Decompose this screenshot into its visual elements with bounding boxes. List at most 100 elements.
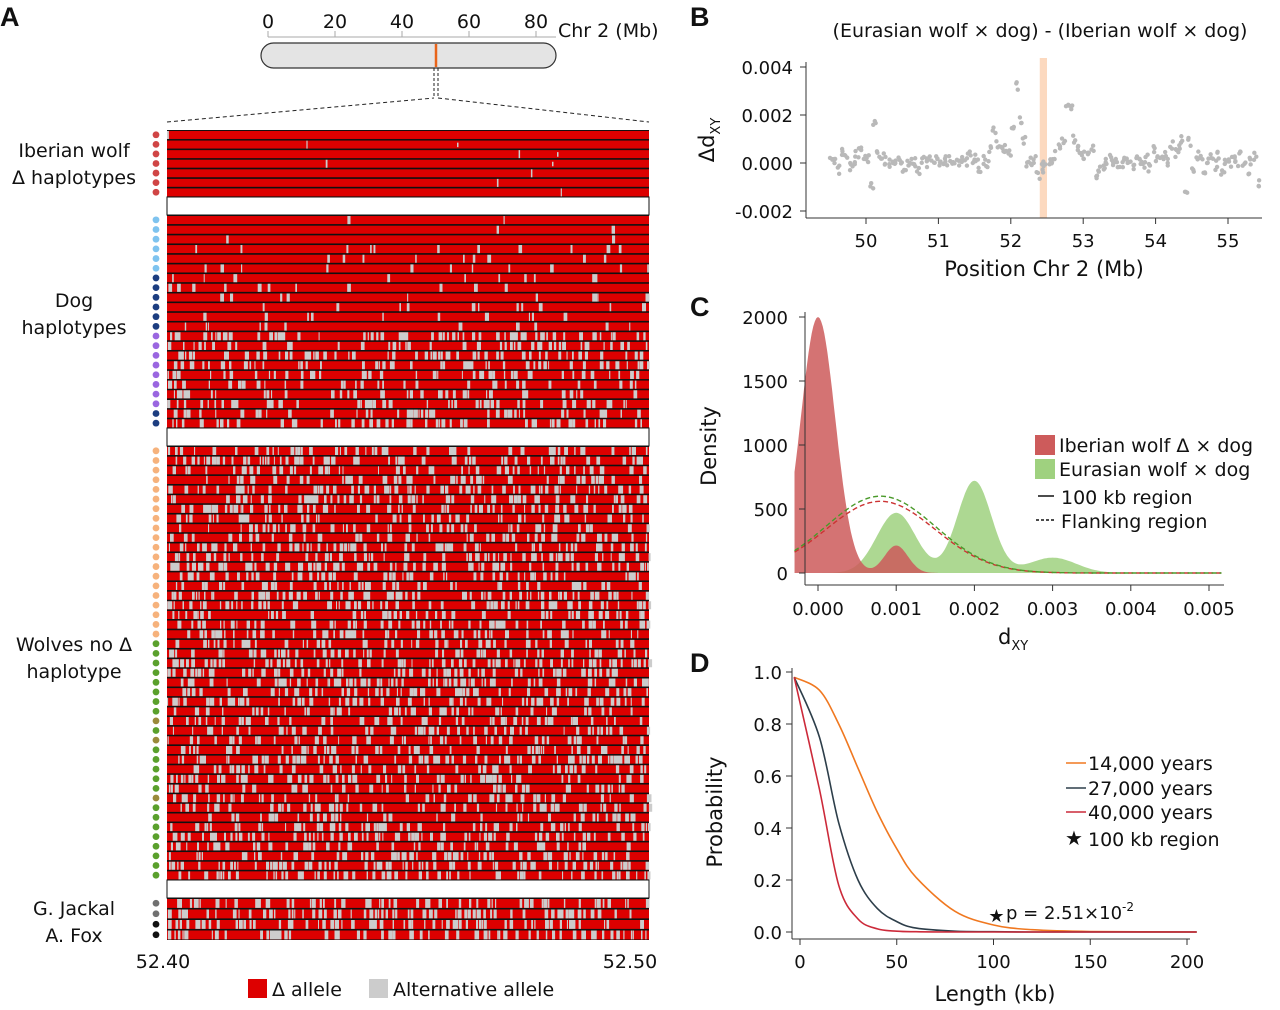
data-point: [1161, 156, 1166, 162]
delta-dxy-scatter: (Eurasian wolf × dog) - (Iberian wolf × …: [695, 20, 1262, 281]
alternative-allele-marks: [167, 736, 644, 745]
data-point: [840, 149, 845, 154]
y-tick-label: 0.004: [741, 58, 793, 79]
haplotype-row: [167, 668, 649, 677]
data-point: [990, 128, 995, 133]
alternative-allele-marks: [171, 591, 650, 600]
data-point: [901, 167, 907, 173]
sample-dot: [152, 736, 160, 744]
alternative-allele-marks: [172, 466, 647, 475]
alternative-allele-marks: [496, 178, 499, 187]
data-point: [965, 151, 971, 156]
haplotype-row: [167, 380, 649, 389]
sample-dot: [152, 400, 160, 408]
data-point: [852, 161, 857, 167]
haplotype-row: [167, 543, 649, 552]
x-tick-label: 0.000: [792, 599, 844, 620]
data-point: [1256, 178, 1262, 183]
data-point: [959, 154, 965, 160]
data-point: [976, 165, 981, 171]
alternative-allele-marks: [168, 920, 644, 929]
data-point: [853, 154, 858, 159]
alternative-allele-marks: [180, 746, 646, 754]
data-point: [858, 145, 864, 150]
haplotype-row: [167, 765, 649, 774]
sample-dot: [152, 717, 160, 725]
alternative-allele-marks: [560, 188, 562, 197]
haplotype-row: [167, 852, 649, 861]
data-point: [937, 160, 943, 165]
x-tick-label: 100: [976, 952, 1010, 973]
data-point: [1251, 157, 1257, 163]
sample-dot: [152, 505, 160, 513]
data-point: [1179, 138, 1185, 144]
haplotype-row: [167, 399, 649, 409]
sample-dot: [152, 332, 160, 340]
y-tick-label: 0.000: [741, 154, 793, 175]
alternative-allele-marks: [181, 504, 633, 513]
x-tick-label: 50: [885, 952, 908, 973]
legend-label-region: 100 kb region: [1088, 829, 1220, 851]
data-point: [907, 160, 913, 166]
legend-label-flanking: Flanking region: [1061, 511, 1207, 533]
sample-dot: [152, 688, 160, 696]
chromosome-tick-label: 40: [390, 11, 414, 33]
alternative-allele-marks: [170, 823, 651, 832]
sample-dot: [152, 361, 160, 369]
alternative-allele-marks: [187, 630, 639, 639]
data-point: [1107, 152, 1113, 158]
sample-dot: [152, 495, 160, 503]
data-point: [919, 160, 924, 166]
data-point: [1037, 176, 1042, 182]
x-tick-label: 0.004: [1105, 599, 1157, 620]
data-point: [1146, 161, 1152, 167]
panel-label-d: D: [690, 648, 710, 678]
group-label: haplotypes: [22, 317, 127, 339]
data-point: [1002, 142, 1008, 148]
haplotype-row: [167, 274, 649, 283]
data-point: [1256, 184, 1262, 189]
sample-dot: [152, 910, 160, 918]
y-tick-label: 2000: [742, 308, 788, 329]
alternative-allele-marks: [530, 169, 533, 178]
data-point: [1062, 138, 1068, 144]
data-point: [924, 164, 930, 170]
alternative-allele-marks: [170, 842, 631, 851]
sample-dot: [152, 284, 160, 292]
panel-label-a: A: [0, 2, 20, 32]
sample-dot: [152, 640, 160, 648]
haplotype-row: [167, 755, 649, 764]
haplotype-row: [167, 466, 649, 475]
alternative-allele-marks: [175, 582, 642, 590]
haplotype-row: [167, 235, 649, 244]
legend-label-40000: 40,000 years: [1088, 802, 1213, 824]
haplotype-row: [167, 447, 649, 456]
y-axis-label: Density: [697, 406, 721, 486]
sample-dot: [152, 899, 160, 907]
alternative-allele-marks: [173, 794, 652, 803]
haplotype-panel: Chr 2 (Mb) 0 20 40 60 80 52.40 52.50 Δ allel…: [12, 11, 659, 1001]
alternative-allele-marks: [182, 688, 648, 697]
data-point: [1097, 164, 1103, 169]
group-label: Dog: [55, 290, 93, 312]
alternative-allele-marks: [170, 774, 644, 783]
data-point: [943, 154, 948, 159]
haplotype-row: [167, 803, 649, 812]
data-point: [1094, 173, 1100, 178]
data-point: [835, 165, 841, 170]
sample-dot: [152, 371, 160, 379]
legend-swatch-delta: [248, 979, 267, 998]
sample-dot: [152, 245, 160, 253]
data-point: [1191, 169, 1196, 174]
haplotype-row: [167, 361, 649, 370]
data-point: [1205, 160, 1210, 165]
haplotype-row: [167, 456, 649, 465]
data-point: [1120, 165, 1126, 170]
data-point: [1232, 154, 1237, 159]
data-point: [1153, 158, 1159, 164]
data-point: [1146, 169, 1151, 174]
haplotype-row: [167, 678, 649, 687]
alternative-allele-marks: [180, 678, 649, 687]
alternative-allele-marks: [178, 351, 644, 360]
haplotype-row: [167, 930, 649, 940]
